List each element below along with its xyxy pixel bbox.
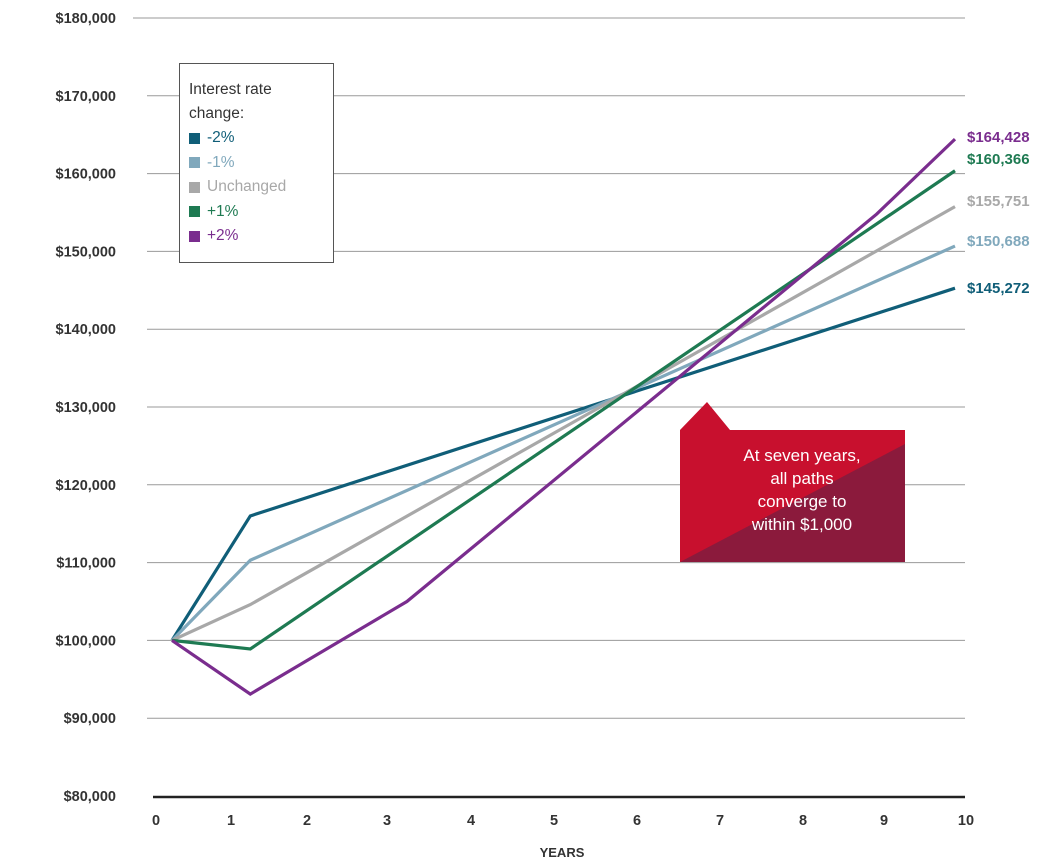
legend-swatch xyxy=(189,230,200,242)
y-tick-label: $110,000 xyxy=(56,556,116,572)
x-axis-tick-labels: 0 1 2 3 4 5 6 7 8 9 10 xyxy=(152,813,974,829)
x-tick-label: 7 xyxy=(716,813,724,829)
x-tick-label: 9 xyxy=(880,813,888,829)
series-end-label: $145,272 xyxy=(967,280,1030,297)
x-tick-label: 2 xyxy=(303,813,311,829)
x-tick-label: 6 xyxy=(633,813,641,829)
y-tick-label: $170,000 xyxy=(56,89,116,105)
x-tick-label: 8 xyxy=(799,813,807,829)
y-tick-label: $150,000 xyxy=(56,244,116,260)
legend-title: Interest rate change: xyxy=(189,81,272,122)
legend-item: -2% xyxy=(189,126,333,151)
annotation-callout xyxy=(680,402,905,562)
callout-line: all paths xyxy=(770,469,834,488)
x-tick-label: 5 xyxy=(550,813,558,829)
legend: Interest rate change: -2% -1% Unchanged +1%… xyxy=(179,63,334,263)
legend-label: -1% xyxy=(207,153,235,171)
legend-swatch xyxy=(189,206,200,218)
x-tick-label: 1 xyxy=(227,813,235,829)
x-tick-label: 0 xyxy=(152,813,160,829)
callout-shade xyxy=(680,444,905,562)
series-end-label: $160,366 xyxy=(967,151,1030,168)
legend-label: +2% xyxy=(207,227,239,245)
y-tick-label: $120,000 xyxy=(56,478,116,494)
series-line xyxy=(171,205,956,642)
legend-swatch xyxy=(189,157,200,169)
legend-item: Unchanged xyxy=(189,175,333,200)
y-axis-tick-labels: $80,000 $90,000 $100,000 $110,000 $120,000 $1… xyxy=(56,11,116,805)
x-axis-label: YEARS xyxy=(540,845,585,860)
annotation-text: At seven years, all paths converge to withi… xyxy=(702,444,902,536)
series-line xyxy=(171,169,956,651)
y-tick-label: $160,000 xyxy=(56,167,116,183)
series-end-label: $150,688 xyxy=(967,233,1030,250)
legend-items: -2% -1% Unchanged +1% +2% xyxy=(189,126,333,249)
callout-line: within $1,000 xyxy=(751,515,853,534)
y-tick-label: $180,000 xyxy=(56,11,116,27)
legend-label: Unchanged xyxy=(207,178,287,196)
legend-label: -2% xyxy=(207,129,235,147)
y-tick-label: $90,000 xyxy=(64,711,116,727)
y-tick-label: $100,000 xyxy=(56,633,116,649)
legend-swatch xyxy=(189,181,200,193)
callout-line: At seven years, xyxy=(743,446,861,465)
series-line xyxy=(170,286,956,642)
y-tick-label: $80,000 xyxy=(64,789,116,805)
series-end-label: $155,751 xyxy=(967,193,1030,210)
legend-item: -1% xyxy=(189,151,333,176)
legend-item: +2% xyxy=(189,224,333,249)
y-tick-label: $140,000 xyxy=(56,322,116,338)
legend-item: +1% xyxy=(189,200,333,225)
x-tick-label: 3 xyxy=(383,813,391,829)
x-tick-label: 10 xyxy=(958,813,974,829)
x-tick-label: 4 xyxy=(467,813,475,829)
series-end-label: $164,428 xyxy=(967,129,1030,146)
series-end-labels: $145,272 $150,688 $155,751 $160,366 $164,428 xyxy=(967,129,1030,297)
legend-swatch xyxy=(189,132,200,144)
series-line xyxy=(171,137,957,696)
legend-label: +1% xyxy=(207,202,239,220)
series-lines xyxy=(170,137,957,696)
y-tick-label: $130,000 xyxy=(56,400,116,416)
callout-line: converge to xyxy=(757,492,847,511)
series-line xyxy=(170,244,956,642)
